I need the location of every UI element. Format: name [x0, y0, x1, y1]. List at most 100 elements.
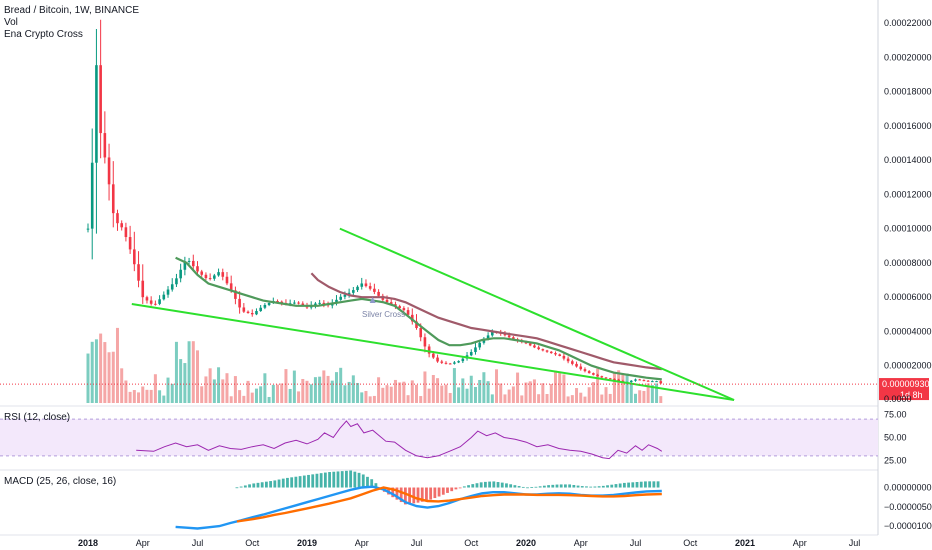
candle-body-7 — [116, 213, 119, 224]
volume-bar-86 — [448, 392, 452, 403]
volume-bar-8 — [120, 368, 124, 403]
volume-bar-45 — [276, 384, 280, 403]
candle-body-87 — [453, 362, 456, 364]
macd-histogram-bar-46 — [429, 487, 433, 500]
candle-body-85 — [444, 362, 448, 364]
macd-histogram-bar-87 — [601, 485, 605, 488]
macd-histogram-bar-47 — [433, 487, 437, 499]
candle-body-107 — [537, 347, 540, 350]
volume-bar-40 — [254, 388, 258, 403]
macd-histogram-bar-50 — [446, 487, 449, 493]
volume-bar-56 — [322, 370, 326, 403]
volume-bar-21 — [174, 341, 178, 403]
volume-bar-118 — [583, 396, 587, 403]
volume-bar-18 — [162, 395, 166, 403]
macd-histogram-bar-63 — [500, 482, 504, 488]
macd-histogram-bar-54 — [462, 486, 466, 488]
x-tick-label-13: Apr — [793, 538, 807, 548]
y-tick-label-0: 0.00022000 — [884, 18, 932, 28]
macd-histogram-bar-78 — [564, 484, 567, 488]
grid-lines — [0, 0, 879, 536]
macd-histogram-bar-6 — [260, 482, 264, 488]
x-tick-label-3: Oct — [245, 538, 260, 548]
volume-bar-25 — [191, 341, 195, 403]
x-tick-label-7: Oct — [464, 538, 479, 548]
volume-bar-28 — [204, 376, 208, 403]
candle-body-121 — [596, 374, 599, 377]
macd-histogram-bar-49 — [441, 487, 445, 495]
volume-bar-122 — [600, 394, 604, 403]
macd-histogram-bar-5 — [256, 482, 260, 488]
candle-body-71 — [385, 299, 389, 303]
candle-body-8 — [120, 223, 123, 228]
volume-bar-9 — [124, 380, 128, 403]
macd-histogram-bar-83 — [585, 486, 588, 488]
volume-bar-64 — [356, 382, 360, 403]
candle-body-122 — [600, 376, 604, 378]
rsi-tick-label-2: 25.00 — [884, 455, 907, 465]
candle-body-25 — [191, 260, 195, 267]
volume-bar-24 — [187, 341, 191, 403]
y-tick-label-2: 0.00018000 — [884, 87, 932, 97]
macd-histogram-bar-29 — [357, 472, 361, 488]
candle-body-132 — [642, 380, 646, 382]
candle-body-26 — [196, 266, 199, 272]
macd-histogram-bar-88 — [606, 485, 609, 488]
volume-bar-123 — [604, 387, 608, 403]
macd-histogram-bar-30 — [361, 474, 365, 488]
rsi-band — [0, 419, 878, 456]
candle-body-114 — [566, 358, 570, 362]
candle-body-14 — [145, 297, 149, 301]
volume-bar-26 — [196, 350, 199, 403]
macd-histogram-bar-94 — [631, 482, 635, 488]
macd-histogram-bar-57 — [475, 483, 479, 488]
volume-bar-37 — [242, 395, 246, 403]
candle-body-3 — [99, 65, 102, 134]
volume-bar-103 — [520, 395, 524, 403]
candle-body-39 — [250, 313, 254, 315]
macd-histogram-bar-97 — [644, 481, 647, 488]
volume-bar-46 — [280, 383, 284, 403]
volume-bar-57 — [326, 375, 330, 403]
candle-body-123 — [604, 377, 608, 379]
macd-histogram-bar-51 — [450, 487, 454, 492]
macd-histogram-bar-98 — [648, 481, 652, 488]
macd-histogram-bar-86 — [597, 486, 601, 488]
candle-body-4 — [103, 133, 107, 158]
candle-body-46 — [280, 301, 284, 303]
volume-bars — [86, 327, 663, 403]
macd-histogram-bar-92 — [622, 482, 626, 488]
candle-body-110 — [549, 351, 553, 354]
candle-body-135 — [655, 381, 658, 383]
x-tick-label-4: 2019 — [297, 538, 317, 548]
candle-body-72 — [389, 302, 393, 305]
macd-histogram-bar-37 — [391, 487, 395, 498]
volume-bar-84 — [440, 385, 444, 403]
macd-histogram-bar-70 — [530, 487, 534, 488]
candle-body-66 — [364, 283, 368, 287]
volume-bar-48 — [288, 388, 292, 403]
candle-body-2 — [95, 65, 98, 163]
volume-bar-34 — [229, 396, 233, 403]
macd-histogram-bar-84 — [589, 486, 593, 488]
y-tick-label-9: 0.00004000 — [884, 326, 932, 336]
volume-bar-95 — [486, 381, 490, 403]
macd-histogram-bar-56 — [471, 484, 475, 488]
candle-body-54 — [314, 303, 317, 306]
x-tick-label-10: Jul — [630, 538, 642, 548]
volume-bar-62 — [347, 381, 351, 403]
volume-bar-99 — [503, 394, 507, 403]
volume-bar-130 — [634, 393, 637, 403]
volume-bar-71 — [385, 385, 389, 403]
candle-body-6 — [111, 184, 115, 214]
macd-histogram-bar-26 — [345, 470, 348, 488]
candle-body-19 — [166, 289, 170, 295]
macd-histogram-bar-11 — [281, 478, 285, 488]
macd-histogram-bar-13 — [290, 477, 294, 488]
macd-histogram-bar-81 — [576, 485, 580, 488]
candle-body-106 — [533, 345, 536, 348]
macd-histogram-bar-65 — [509, 484, 513, 488]
volume-bar-14 — [145, 389, 149, 403]
macd-pane — [175, 470, 662, 530]
